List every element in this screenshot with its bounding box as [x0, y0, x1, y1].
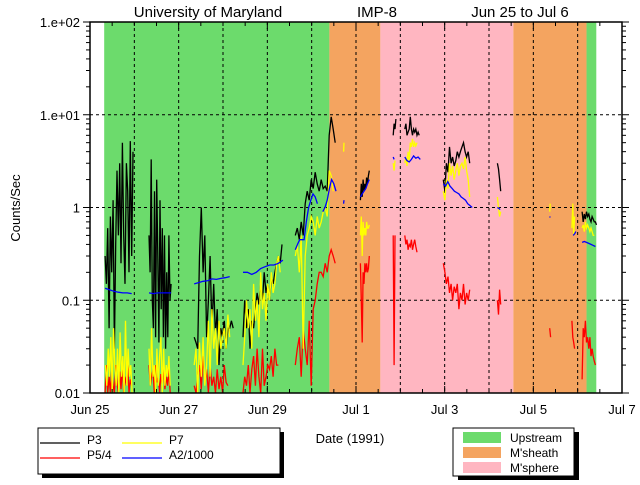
x-tick-label: Jun 27 — [159, 402, 198, 417]
y-axis-label: Counts/Sec — [8, 174, 23, 242]
legend-swatch — [463, 462, 501, 473]
series-line-a21000 — [149, 293, 171, 294]
chart-title-daterange: Jun 25 to Jul 6 — [471, 4, 569, 21]
x-tick-label: Jul 7 — [608, 402, 635, 417]
x-tick-label: Jun 25 — [70, 402, 109, 417]
x-tick-label: Jul 5 — [520, 402, 547, 417]
legend-label: Upstream — [510, 431, 562, 445]
y-tick-label: 1.e+01 — [40, 108, 80, 123]
x-axis-label: Date (1991) — [316, 431, 385, 446]
series-line-a21000 — [393, 157, 394, 159]
legend-box — [38, 428, 280, 474]
y-tick-label: 0.1 — [62, 293, 80, 308]
x-tick-label: Jul 1 — [342, 402, 369, 417]
series-line-a21000 — [550, 217, 551, 218]
x-tick-label: Jun 29 — [248, 402, 287, 417]
legend-swatch — [463, 432, 501, 443]
x-tick-label: Jul 3 — [431, 402, 458, 417]
series-line-p54 — [550, 328, 551, 337]
chart-title-spacecraft: IMP-8 — [357, 4, 397, 21]
legend-label: M'sphere — [510, 461, 559, 475]
chart-title-institution: University of Maryland — [134, 4, 282, 21]
series-line-p7 — [550, 204, 551, 212]
y-tick-label: 1.e+02 — [40, 15, 80, 30]
legend-swatch — [463, 447, 501, 458]
y-tick-label: 0.01 — [55, 386, 80, 401]
legend-label: P7 — [169, 433, 184, 447]
legend-label: A2/1000 — [169, 448, 214, 462]
legend-label: P5/4 — [87, 448, 112, 462]
legend-label: M'sheath — [510, 446, 558, 460]
y-tick-label: 1 — [73, 201, 80, 216]
legend-label: P3 — [87, 433, 102, 447]
